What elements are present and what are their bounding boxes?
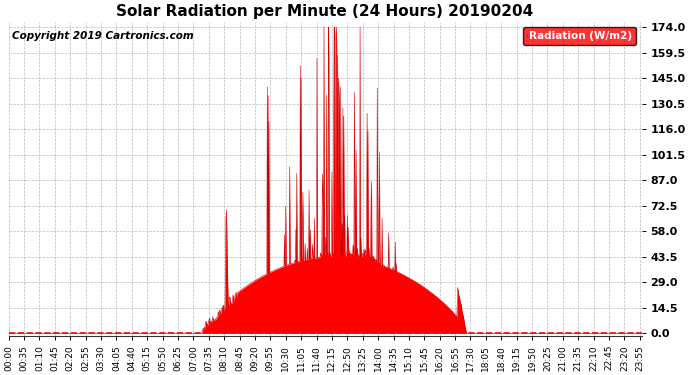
Text: Copyright 2019 Cartronics.com: Copyright 2019 Cartronics.com [12,31,193,41]
Legend: Radiation (W/m2): Radiation (W/m2) [523,27,636,45]
Title: Solar Radiation per Minute (24 Hours) 20190204: Solar Radiation per Minute (24 Hours) 20… [117,4,534,19]
